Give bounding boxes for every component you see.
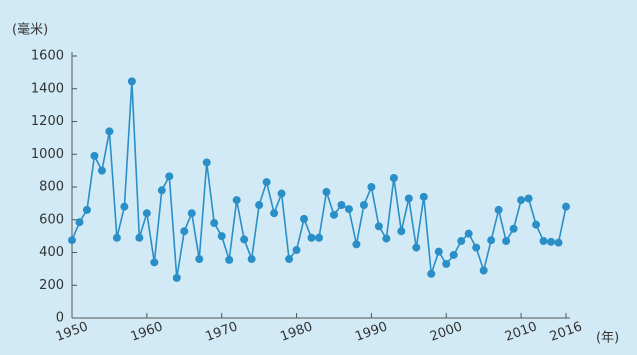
point — [322, 187, 331, 196]
x-tick-label: 1960 — [129, 319, 165, 344]
point — [457, 237, 466, 246]
y-tick-label: 800 — [39, 180, 64, 195]
point — [195, 255, 204, 264]
point — [247, 255, 256, 264]
point — [487, 236, 496, 245]
point — [329, 210, 338, 219]
x-tick-label: 1970 — [204, 319, 240, 344]
point — [217, 232, 226, 241]
point — [127, 77, 136, 86]
point — [524, 194, 533, 203]
x-tick-label: 1990 — [353, 319, 389, 344]
point — [562, 202, 570, 211]
point — [427, 269, 436, 278]
point — [277, 189, 286, 198]
point — [112, 233, 121, 242]
point — [75, 218, 84, 227]
point — [359, 201, 368, 210]
point — [202, 158, 211, 167]
point — [300, 214, 309, 223]
point — [502, 237, 511, 246]
point — [187, 209, 196, 218]
y-tick-label: 600 — [39, 212, 64, 227]
point — [285, 255, 294, 264]
y-tick-label: 1600 — [31, 49, 64, 64]
point — [142, 209, 151, 218]
point — [352, 240, 361, 249]
y-tick-label: 0 — [56, 311, 64, 326]
point — [419, 192, 428, 201]
point — [270, 209, 279, 218]
point — [532, 220, 541, 229]
point — [255, 201, 264, 210]
point — [547, 237, 556, 246]
point — [210, 219, 219, 228]
point — [554, 238, 563, 247]
point — [315, 233, 323, 242]
point — [82, 205, 91, 214]
point — [225, 255, 234, 264]
point — [374, 222, 383, 231]
point — [344, 205, 353, 214]
point — [97, 166, 106, 175]
point — [90, 151, 99, 160]
point — [509, 224, 518, 233]
y-tick-label: 1200 — [31, 114, 64, 129]
point — [165, 172, 174, 181]
y-tick-label: 1400 — [31, 81, 64, 96]
point — [307, 233, 316, 242]
point — [442, 259, 451, 268]
point — [517, 196, 526, 205]
point — [479, 266, 488, 275]
y-tick-label: 1000 — [31, 147, 64, 162]
y-tick-label: 400 — [39, 245, 64, 260]
x-tick-label: 1980 — [278, 319, 314, 344]
point — [337, 201, 346, 210]
point — [157, 186, 166, 195]
x-tick-label: 2016 — [548, 319, 584, 344]
point — [389, 173, 398, 182]
point — [105, 127, 114, 136]
y-tick-label: 200 — [39, 278, 64, 293]
point — [240, 235, 249, 244]
point — [404, 194, 413, 203]
point — [292, 246, 301, 255]
point — [172, 273, 181, 282]
point — [262, 178, 271, 187]
point — [68, 236, 76, 245]
point — [397, 227, 406, 236]
point — [494, 205, 503, 214]
point — [449, 250, 458, 259]
point — [472, 243, 481, 252]
y-axis-label: (毫米) — [12, 22, 48, 38]
point — [367, 183, 376, 191]
x-tick-label: 2000 — [428, 319, 464, 344]
point — [412, 243, 421, 252]
point — [464, 229, 473, 238]
x-tick-label: 2010 — [503, 319, 539, 344]
line — [71, 81, 567, 279]
point — [150, 258, 159, 267]
point — [382, 234, 391, 243]
point — [120, 202, 129, 211]
point — [180, 227, 189, 236]
x-axis-label: (年) — [596, 331, 619, 346]
point — [135, 233, 144, 242]
point — [539, 237, 548, 246]
point — [434, 247, 443, 256]
point — [232, 196, 241, 205]
